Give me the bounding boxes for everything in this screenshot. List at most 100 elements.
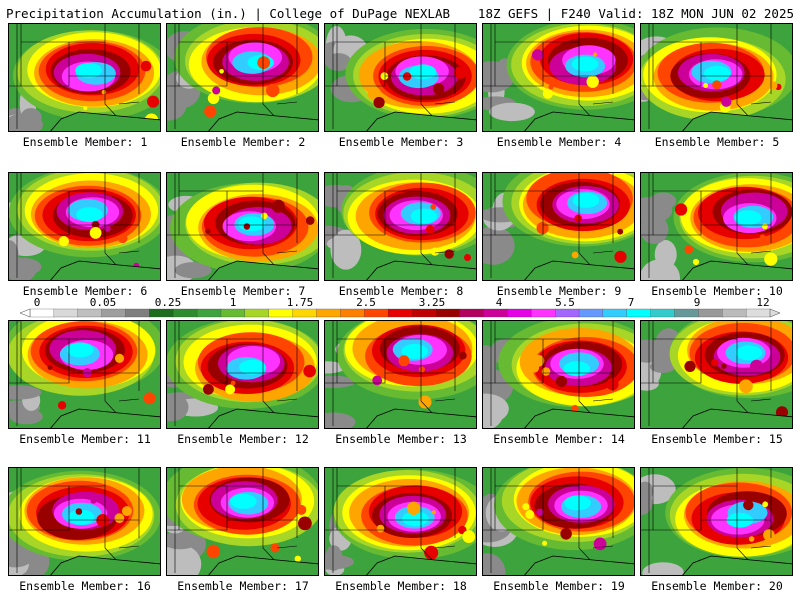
precip-field: [325, 321, 476, 428]
ensemble-member-label: Ensemble Member: 3: [338, 135, 464, 149]
colorbar-swatch: [244, 308, 270, 318]
precip-field: [9, 321, 160, 428]
colorbar-swatch: [602, 308, 628, 318]
colorbar-swatch: [459, 308, 485, 318]
precip-field: [9, 173, 160, 280]
colorbar-tick-label: 0.05: [89, 296, 117, 309]
ensemble-member-label: Ensemble Member: 18: [335, 579, 467, 593]
ensemble-member-label: Ensemble Member: 7: [180, 284, 306, 298]
colorbar: [20, 308, 780, 318]
colorbar-tick-label: 3.25: [418, 296, 446, 309]
colorbar-swatch: [125, 308, 151, 318]
colorbar-swatch: [149, 308, 174, 318]
ensemble-map-17: [166, 467, 319, 576]
ensemble-map-2: [166, 23, 319, 132]
ensemble-map-6: [8, 172, 161, 281]
colorbar-swatch: [507, 308, 532, 318]
colorbar-swatch: [387, 308, 413, 318]
colorbar-swatch: [555, 308, 580, 318]
colorbar-tick-label: 1: [229, 296, 237, 309]
ensemble-member-label: Ensemble Member: 6: [22, 284, 148, 298]
colorbar-swatch: [292, 308, 318, 318]
ensemble-member-label: Ensemble Member: 14: [493, 432, 625, 446]
ensemble-member-label: Ensemble Member: 17: [177, 579, 309, 593]
colorbar-tick-label: 5.5: [555, 296, 575, 309]
precip-field: [325, 468, 476, 575]
ensemble-member-label: Ensemble Member: 20: [651, 579, 783, 593]
ensemble-member-label: Ensemble Member: 11: [19, 432, 151, 446]
ensemble-member-label: Ensemble Member: 8: [338, 284, 464, 298]
ensemble-member-label: Ensemble Member: 9: [496, 284, 622, 298]
precip-field: [483, 24, 634, 131]
ensemble-map-4: [482, 23, 635, 132]
colorbar-swatch: [340, 308, 365, 318]
colorbar-swatch: [220, 308, 246, 318]
ensemble-map-18: [324, 467, 477, 576]
colorbar-swatch: [650, 308, 676, 318]
colorbar-swatch: [531, 308, 556, 318]
ensemble-member-label: Ensemble Member: 1: [22, 135, 148, 149]
header-title: Precipitation Accumulation (in.) | Colle…: [6, 6, 451, 21]
precip-field: [641, 321, 792, 428]
colorbar-tick-label: 4: [495, 296, 503, 309]
ensemble-map-1: [8, 23, 161, 132]
precip-field: [641, 468, 792, 575]
ensemble-member-label: Ensemble Member: 4: [496, 135, 622, 149]
ensemble-map-13: [324, 320, 477, 429]
colorbar-swatch: [29, 308, 55, 318]
ensemble-member-label: Ensemble Member: 19: [493, 579, 625, 593]
colorbar-swatch: [674, 308, 700, 318]
precip-field: [167, 173, 318, 280]
ensemble-map-15: [640, 320, 793, 429]
colorbar-swatch: [101, 308, 127, 318]
colorbar-tick-label: 12: [756, 296, 770, 309]
ensemble-map-8: [324, 172, 477, 281]
colorbar-tick-label: 9: [693, 296, 701, 309]
ensemble-member-label: Ensemble Member: 5: [654, 135, 780, 149]
colorbar-swatch: [626, 308, 652, 318]
colorbar-swatch: [722, 308, 747, 318]
ensemble-member-label: Ensemble Member: 12: [177, 432, 309, 446]
ensemble-map-5: [640, 23, 793, 132]
colorbar-swatch: [411, 308, 437, 318]
precip-field: [9, 24, 160, 131]
header-run-info: 18Z GEFS | F240 Valid: 18Z MON JUN 02 20…: [477, 6, 794, 21]
precip-field: [167, 24, 318, 131]
colorbar-tick-label: 1.75: [286, 296, 314, 309]
ensemble-map-9: [482, 172, 635, 281]
colorbar-swatch: [173, 308, 198, 318]
colorbar-tick-label: 0.25: [154, 296, 182, 309]
precip-field: [641, 173, 792, 280]
colorbar-max-arrow: [769, 308, 780, 318]
colorbar-swatch: [364, 308, 389, 318]
colorbar-tick-label: 2.5: [356, 296, 376, 309]
precip-field: [9, 468, 160, 575]
colorbar-swatch: [268, 308, 294, 318]
ensemble-map-16: [8, 467, 161, 576]
colorbar-swatch: [698, 308, 723, 318]
colorbar-swatch: [316, 308, 341, 318]
ensemble-map-12: [166, 320, 319, 429]
ensemble-map-20: [640, 467, 793, 576]
colorbar-tick-label: 7: [627, 296, 635, 309]
colorbar-swatch: [196, 308, 222, 318]
precip-field: [325, 24, 476, 131]
precip-field: [483, 468, 634, 575]
ensemble-member-label: Ensemble Member: 16: [19, 579, 151, 593]
ensemble-map-14: [482, 320, 635, 429]
colorbar-swatch: [745, 308, 771, 318]
precip-field: [641, 24, 792, 131]
ensemble-map-19: [482, 467, 635, 576]
precip-field: [483, 321, 634, 428]
colorbar-swatch: [435, 308, 461, 318]
colorbar-swatch: [77, 308, 103, 318]
ensemble-map-11: [8, 320, 161, 429]
colorbar-min-arrow: [20, 308, 31, 318]
ensemble-map-10: [640, 172, 793, 281]
colorbar-swatch: [53, 308, 79, 318]
colorbar-tick-label: 0: [33, 296, 41, 309]
ensemble-member-label: Ensemble Member: 10: [651, 284, 783, 298]
ensemble-member-label: Ensemble Member: 13: [335, 432, 467, 446]
colorbar-swatch: [483, 308, 509, 318]
precip-field: [483, 173, 634, 280]
